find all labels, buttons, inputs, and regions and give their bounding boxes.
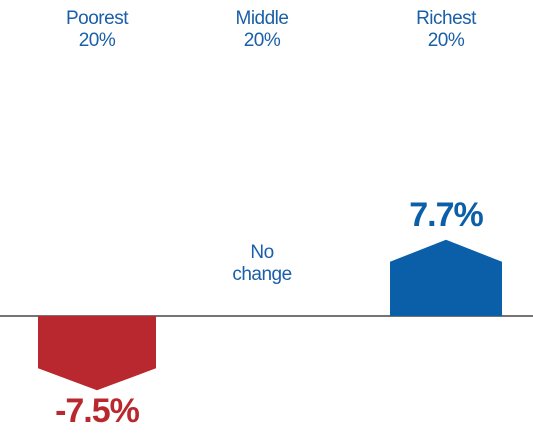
value-label: -7.5% [55, 392, 140, 431]
category-label: Poorest 20% [66, 8, 128, 51]
category-label: Richest 20% [416, 8, 476, 51]
bar [390, 239, 502, 316]
value-label: No change [232, 242, 292, 285]
bar [38, 316, 156, 391]
category-label: Middle 20% [235, 8, 289, 51]
value-label: 7.7% [409, 195, 484, 234]
